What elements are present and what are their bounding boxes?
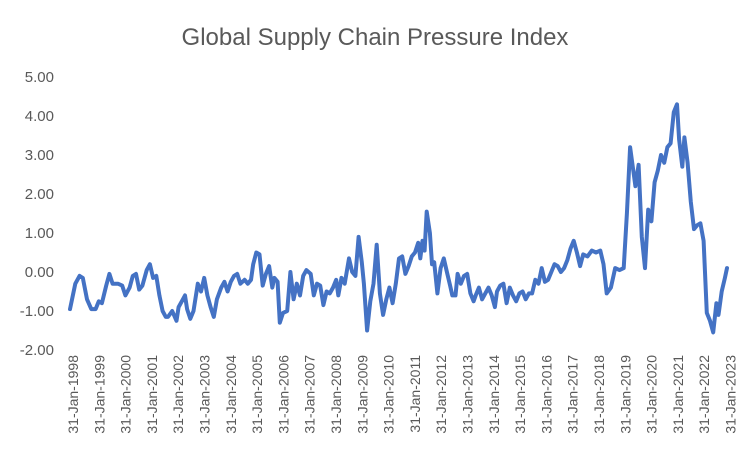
x-tick-label: 31-Jan-1999 xyxy=(91,355,107,434)
x-tick-label: 31-Jan-2010 xyxy=(381,355,397,434)
x-tick-label: 31-Jan-2021 xyxy=(670,355,686,434)
y-axis: 5.00 4.00 3.00 2.00 1.00 0.00 -1.00 -2.00 xyxy=(20,69,54,359)
x-tick-label: 31-Jan-2007 xyxy=(302,355,318,434)
y-tick-label: -1.00 xyxy=(20,303,54,320)
x-tick-label: 31-Jan-2016 xyxy=(538,355,554,434)
x-tick-label: 31-Jan-2014 xyxy=(486,355,502,434)
x-tick-label: 31-Jan-2023 xyxy=(723,355,739,434)
x-tick-label: 31-Jan-2008 xyxy=(328,355,344,434)
x-tick-label: 31-Jan-2011 xyxy=(407,355,423,433)
chart-title: Global Supply Chain Pressure Index xyxy=(182,24,569,51)
y-tick-label: 4.00 xyxy=(25,108,54,125)
y-tick-label: 0.00 xyxy=(25,264,54,281)
x-tick-label: 31-Jan-2012 xyxy=(433,355,449,434)
x-tick-label: 31-Jan-2005 xyxy=(249,355,265,434)
y-tick-label: 2.00 xyxy=(25,186,54,203)
y-tick-label: 1.00 xyxy=(25,225,54,242)
x-tick-label: 31-Jan-2019 xyxy=(617,355,633,434)
x-tick-label: 31-Jan-2000 xyxy=(118,355,134,434)
x-tick-label: 31-Jan-2018 xyxy=(591,355,607,434)
x-tick-label: 31-Jan-2015 xyxy=(512,355,528,434)
x-tick-label: 31-Jan-2020 xyxy=(644,355,660,434)
x-tick-label: 31-Jan-2006 xyxy=(275,355,291,434)
x-tick-label: 31-Jan-2013 xyxy=(460,355,476,434)
x-tick-label: 31-Jan-2001 xyxy=(144,355,160,434)
y-tick-label: 3.00 xyxy=(25,147,54,164)
series-line-gscpi xyxy=(68,102,729,335)
x-tick-label: 31-Jan-1998 xyxy=(65,355,81,434)
x-tick-label: 31-Jan-2003 xyxy=(197,355,213,434)
y-tick-label: -2.00 xyxy=(20,342,54,359)
plot-area xyxy=(68,102,729,335)
x-tick-label: 31-Jan-2017 xyxy=(565,355,581,434)
x-tick-label: 31-Jan-2009 xyxy=(354,355,370,434)
x-tick-label: 31-Jan-2004 xyxy=(223,355,239,434)
y-tick-label: 5.00 xyxy=(25,69,54,86)
x-tick-label: 31-Jan-2022 xyxy=(696,355,712,434)
x-axis: 31-Jan-1998 31-Jan-1999 31-Jan-2000 31-Jan-… xyxy=(65,355,739,434)
x-tick-label: 31-Jan-2002 xyxy=(170,355,186,434)
